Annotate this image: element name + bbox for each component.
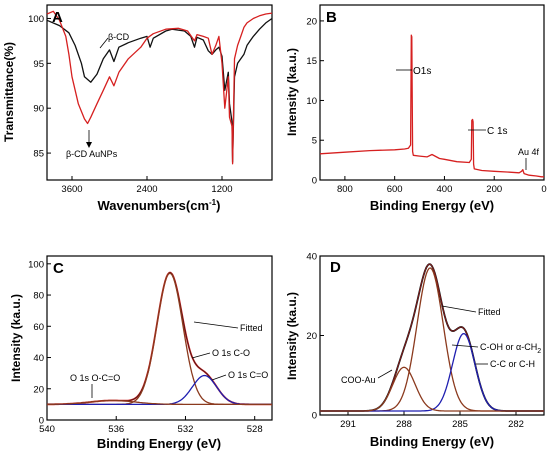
panel-b-ytick-label: 15 bbox=[306, 56, 317, 67]
panel-b-ylabel: Intensity (ka.u.) bbox=[285, 48, 299, 136]
panel-b-ytick-label: 0 bbox=[312, 176, 317, 187]
panel-d-xtick-label: 291 bbox=[340, 419, 356, 430]
panel-b-xtick-label: 200 bbox=[486, 184, 502, 195]
panel-a-annot-bcd: β-CD bbox=[108, 32, 130, 42]
panel-c-xtick-label: 536 bbox=[108, 424, 124, 435]
panel-d-xtick-label: 288 bbox=[396, 419, 412, 430]
panel-a-xtick-label: 1200 bbox=[211, 184, 232, 195]
panel-c-xtick-label: 528 bbox=[247, 424, 263, 435]
panel-a-ytick-label: 95 bbox=[33, 59, 44, 70]
panel-d-arrow-coh bbox=[451, 344, 479, 348]
panel-d-ytick-label: 0 bbox=[312, 411, 317, 422]
panel-c-ytick-label: 0 bbox=[39, 416, 44, 427]
panel-d-series-1 bbox=[320, 267, 544, 412]
panel-c-ylabel: Intensity (ka.u.) bbox=[9, 294, 23, 382]
panel-d-annot-cc: C-C or C-H bbox=[490, 359, 535, 369]
panel-b-xtick-label: 400 bbox=[437, 184, 453, 195]
panel-c-ytick-label: 80 bbox=[33, 291, 44, 302]
panel-c-xtick-label: 540 bbox=[39, 424, 55, 435]
panel-b-letter: B bbox=[326, 9, 337, 26]
panel-a-xtick-label: 2400 bbox=[136, 184, 157, 195]
panel-d-xtick-label: 282 bbox=[508, 419, 524, 430]
panel-b-xtick-label: 800 bbox=[337, 184, 353, 195]
panel-b-series-0 bbox=[319, 34, 544, 178]
panel-d-xtick-label: 285 bbox=[452, 419, 468, 430]
panel-d-arrow-cooau bbox=[377, 369, 393, 379]
panel-c-frame bbox=[46, 255, 273, 421]
panel-c-ytick-label: 60 bbox=[33, 322, 44, 333]
panel-d-annot-fitted: Fitted bbox=[478, 307, 501, 317]
panel-d-annot-cooau: COO-Au bbox=[341, 375, 376, 385]
panel-d-raw-trace bbox=[320, 263, 544, 412]
panel-d-frame bbox=[319, 255, 545, 416]
panel-d: 291 288 285 282 0 20 40 D Fitted C-OH or α-CH2… bbox=[285, 252, 545, 449]
panel-b: 800 600 400 200 0 0 5 10 15 20 B O1s C 1s Au 4f B… bbox=[285, 4, 547, 213]
panel-c-annot-fitted: Fitted bbox=[240, 323, 263, 333]
panel-a-arrowhead-aunps bbox=[86, 142, 92, 148]
panel-c-arrow-fitted bbox=[193, 321, 239, 329]
panel-b-annot-au4f: Au 4f bbox=[518, 147, 540, 157]
panel-c-ytick-label: 100 bbox=[28, 259, 44, 270]
panel-c-annot-ceo: O 1s C=O bbox=[228, 370, 268, 380]
panel-d-ylabel: Intensity (ka.u.) bbox=[285, 292, 299, 380]
panel-a-ytick-label: 85 bbox=[33, 149, 44, 160]
panel-b-xtick-label: 600 bbox=[387, 184, 403, 195]
panel-c-letter: C bbox=[53, 260, 64, 277]
panel-a-series-1 bbox=[46, 10, 273, 165]
panel-b-xlabel: Binding Energy (eV) bbox=[370, 198, 494, 213]
panel-b-ytick-label: 10 bbox=[306, 96, 317, 107]
panel-b-annot-o1s: O1s bbox=[413, 66, 431, 77]
panel-a-series-0 bbox=[46, 17, 273, 163]
panel-b-xtick-label: 0 bbox=[541, 184, 546, 195]
panel-c-ytick-label: 40 bbox=[33, 353, 44, 364]
panel-a-ytick-label: 90 bbox=[33, 104, 44, 115]
panel-a-frame bbox=[46, 4, 273, 181]
panel-c-annot-oco: O 1s O-C=O bbox=[70, 373, 120, 383]
panel-a-xlabel: Wavenumbers(cm-1) bbox=[98, 198, 221, 213]
panel-c-xtick-label: 532 bbox=[178, 424, 194, 435]
panel-c-series-0 bbox=[47, 271, 272, 406]
panel-c-arrow-co bbox=[191, 352, 211, 359]
panel-c-series-3 bbox=[47, 399, 272, 406]
panel-d-annot-coh: C-OH or α-CH2 bbox=[480, 342, 541, 355]
panel-c-raw-trace bbox=[47, 272, 272, 405]
panel-a-arrow-bcd bbox=[99, 37, 109, 49]
panel-d-series-3 bbox=[320, 366, 544, 412]
panel-b-ytick-label: 5 bbox=[312, 136, 317, 147]
panel-a-letter: A bbox=[52, 9, 63, 26]
panel-d-letter: D bbox=[330, 259, 341, 276]
panel-b-ytick-label: 20 bbox=[306, 16, 317, 27]
panel-c-series-1 bbox=[47, 272, 272, 406]
panel-c: 540 536 532 528 0 20 40 60 80 100 C Fitted O 1s C… bbox=[9, 255, 273, 451]
panel-a-ytick-label: 100 bbox=[28, 14, 44, 25]
panel-a-annot-aunps: β-CD AuNPs bbox=[66, 149, 118, 159]
panel-c-ytick-label: 20 bbox=[33, 384, 44, 395]
panel-b-annot-c1s: C 1s bbox=[487, 126, 508, 137]
panel-b-frame bbox=[319, 4, 545, 181]
panel-d-ytick-label: 20 bbox=[306, 331, 317, 342]
panel-a-xtick-label: 3600 bbox=[61, 184, 82, 195]
panel-c-xlabel: Binding Energy (eV) bbox=[97, 436, 221, 451]
panel-c-annot-co: O 1s C-O bbox=[212, 348, 250, 358]
panel-a-ylabel: Transmittance(%) bbox=[2, 42, 16, 142]
panel-c-arrow-ceo bbox=[211, 374, 227, 381]
panel-d-arrow-fitted bbox=[441, 305, 477, 313]
panel-d-xlabel: Binding Energy (eV) bbox=[370, 434, 494, 449]
panel-d-series-0 bbox=[320, 263, 544, 412]
panel-d-ytick-label: 40 bbox=[306, 252, 317, 263]
